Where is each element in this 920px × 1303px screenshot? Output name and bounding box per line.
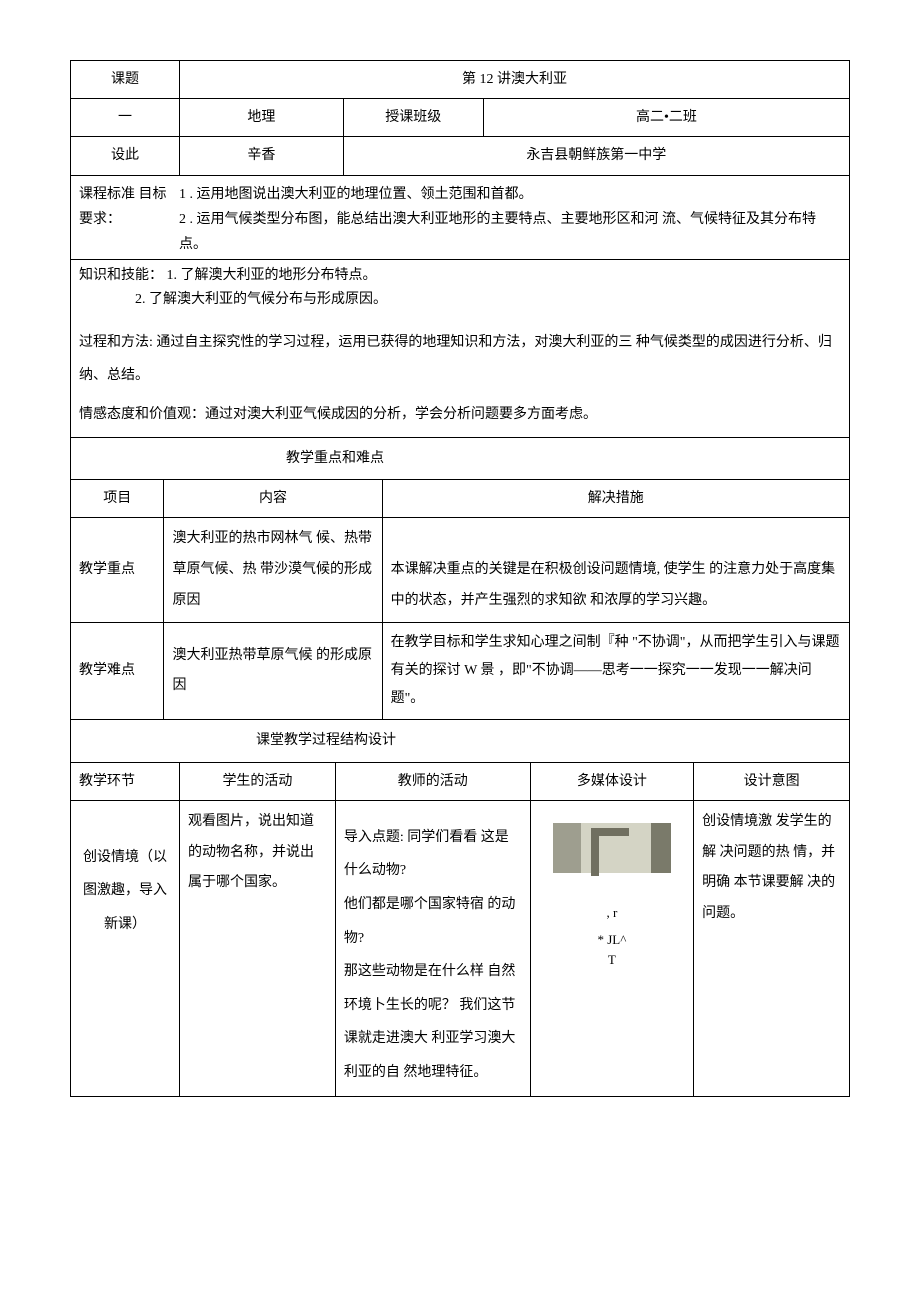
process-h3: 教师的活动	[335, 762, 530, 800]
dash-cell: 一	[71, 99, 180, 137]
topic-label: 课题	[71, 61, 180, 99]
process-r1-intent: 创设情境激 发学生的解 决问题的热 情，并明确 本节课要解 决的问题。	[694, 800, 850, 1096]
process-r1-media: , r * JL^ T	[530, 800, 694, 1096]
focus-h2: 内容	[164, 479, 382, 517]
standards-label1: 课程标准 目标	[79, 187, 167, 202]
standards-label2: 要求：	[79, 212, 121, 227]
focus-title: 教学重点和难点	[71, 437, 850, 479]
knowledge-label: 知识和技能：	[79, 268, 163, 283]
media-caption1: , r	[531, 903, 694, 924]
process-h5: 设计意图	[694, 762, 850, 800]
focus-h3: 解决措施	[382, 479, 849, 517]
goals-table: 知识和技能： 1. 了解澳大利亚的地形分布特点。 2. 了解澳大利亚的气候分布与…	[70, 259, 850, 438]
animal-image-icon	[553, 823, 581, 873]
standard-item2: 2 . 运用气候类型分布图，能总结出澳大利亚地形的主要特点、主要地形区和河 流、…	[179, 207, 841, 257]
process-h4: 多媒体设计	[530, 762, 694, 800]
school-cell: 永吉县朝鲜族第一中学	[343, 137, 849, 175]
focus-h1: 项目	[71, 479, 164, 517]
knowledge-item2: 2. 了解澳大利亚的气候分布与形成原因。	[79, 288, 841, 312]
topic-value: 第 12 讲澳大利亚	[180, 61, 850, 99]
process-title: 课堂教学过程结构设计	[71, 720, 850, 762]
process-h2: 学生的活动	[180, 762, 336, 800]
process-r1-student: 观看图片，说出知道 的动物名称，并说出 属于哪个国家。	[180, 800, 336, 1096]
class-value: 高二•二班	[483, 99, 849, 137]
process-goal: 过程和方法: 通过自主探究性的学习过程，运用已获得的地理知识和方法，对澳大利亚的…	[79, 326, 841, 393]
goals-cell: 知识和技能： 1. 了解澳大利亚的地形分布特点。 2. 了解澳大利亚的气候分布与…	[71, 260, 850, 438]
focus-row2-content: 澳大利亚热带草原气候 的形成原因	[164, 623, 382, 720]
focus-row2-measure: 在教学目标和学生求知心理之间制『种 "不协调"，从而把学生引入与课题有关的探讨 …	[382, 623, 849, 720]
class-label: 授课班级	[343, 99, 483, 137]
header-table: 课题 第 12 讲澳大利亚 一 地理 授课班级 高二•二班 设此 辛香 永吉县朝…	[70, 60, 850, 260]
teacher-cell: 辛香	[180, 137, 344, 175]
media-caption2: * JL^ T	[531, 930, 694, 972]
standards-cell: 课程标准 目标 要求： 1 . 运用地图说出澳大利亚的地理位置、领土范围和首都。…	[71, 175, 850, 260]
process-h1: 教学环节	[71, 762, 180, 800]
setup-label: 设此	[71, 137, 180, 175]
focus-row1-measure: 本课解决重点的关键是在积极创设问题情境, 使学生 的注意力处于高度集中的状态，并…	[382, 518, 849, 623]
knowledge-item1: 1. 了解澳大利亚的地形分布特点。	[167, 268, 377, 283]
animal-image-icon	[581, 823, 651, 873]
standard-item1: 1 . 运用地图说出澳大利亚的地理位置、领土范围和首都。	[179, 182, 841, 207]
focus-table: 教学重点和难点 项目 内容 解决措施 教学重点 澳大利亚的热市网林气 候、热带草…	[70, 437, 850, 721]
focus-row1-label: 教学重点	[71, 518, 164, 623]
animal-image-icon	[651, 823, 671, 873]
focus-row2-label: 教学难点	[71, 623, 164, 720]
focus-row1-content: 澳大利亚的热市网林气 候、热带草原气候、热 带沙漠气候的形成原因	[164, 518, 382, 623]
process-r1-teacher: 导入点题: 同学们看看 这是什么动物? 他们都是哪个国家特宿 的动物? 那这些动…	[335, 800, 530, 1096]
process-table: 课堂教学过程结构设计 教学环节 学生的活动 教师的活动 多媒体设计 设计意图 创…	[70, 719, 850, 1096]
process-r1-env: 创设情境（以图激趣，导入 新课）	[71, 800, 180, 1096]
emotion-goal: 情感态度和价值观：通过对澳大利亚气候成因的分析，学会分析问题要多方面考虑。	[79, 403, 841, 427]
subject-cell: 地理	[180, 99, 344, 137]
